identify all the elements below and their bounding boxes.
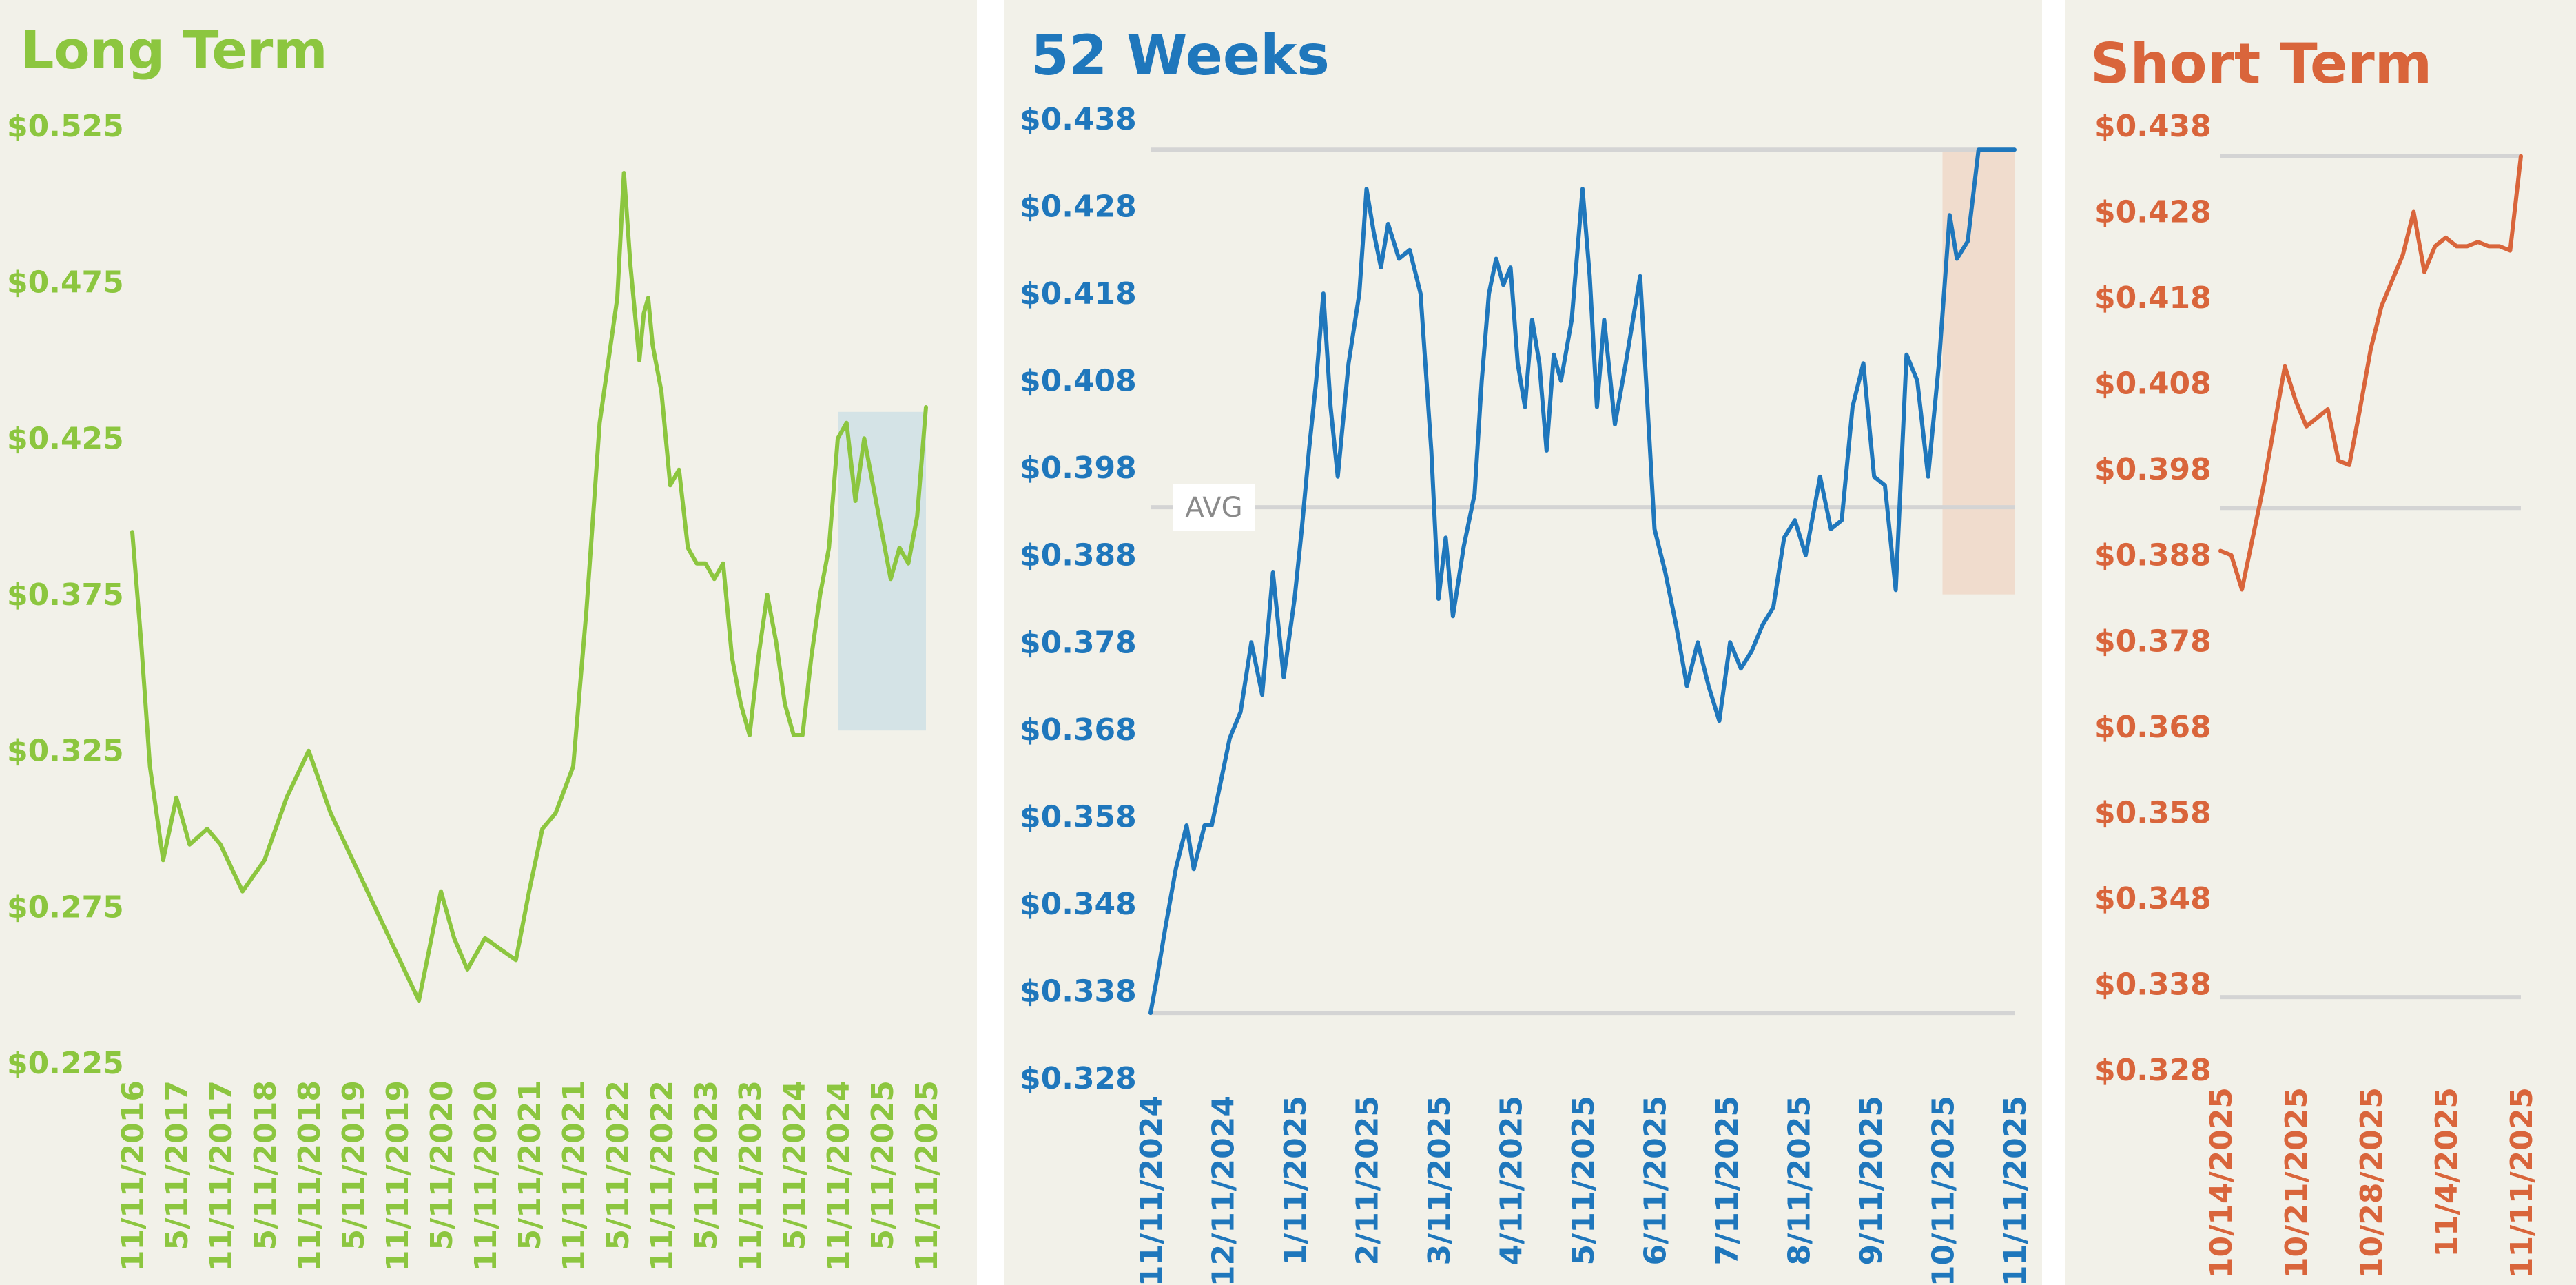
y-tick-label: $0.418 xyxy=(1020,276,1137,311)
y-tick-label: $0.428 xyxy=(2094,195,2212,230)
y-tick-label: $0.225 xyxy=(7,1046,124,1081)
highlight-region xyxy=(1942,150,2015,595)
x-tick-label: 12/11/2024 xyxy=(1206,1096,1241,1285)
y-tick-label: $0.398 xyxy=(2094,452,2212,487)
x-tick-label: 5/11/2022 xyxy=(601,1080,636,1250)
avg-label: AVG xyxy=(1185,492,1242,524)
x-tick-label: 11/11/2024 xyxy=(821,1080,856,1271)
long-term-title: Long Term xyxy=(21,19,328,81)
long-term-chart: $0.525 $0.475 $0.425 $0.375 $0.325 $0.275 $0.2… xyxy=(7,109,945,1271)
52-weeks-chart: AVG $0.438 $0.428 $0.418 $0.408 $0.398 $0.388 $… xyxy=(1020,102,2033,1285)
y-tick-label: $0.368 xyxy=(2094,710,2212,745)
x-tick-label: 11/4/2025 xyxy=(2429,1087,2464,1257)
y-tick-label: $0.408 xyxy=(2094,367,2212,402)
y-tick-label: $0.408 xyxy=(1020,364,1137,399)
x-tick-label: 10/21/2025 xyxy=(2279,1087,2314,1278)
y-tick-label: $0.338 xyxy=(2094,967,2212,1002)
x-tick-label: 10/28/2025 xyxy=(2354,1087,2389,1278)
short-term-panel: Short Term $0.438 $0.428 $0.418 $0.408 $0.39… xyxy=(2065,0,2576,1285)
x-tick-label: 5/11/2019 xyxy=(336,1080,371,1250)
x-tick-label: 11/11/2024 xyxy=(1134,1096,1169,1285)
x-tick-label: 8/11/2025 xyxy=(1782,1096,1817,1265)
y-tick-label: $0.388 xyxy=(2094,538,2212,573)
x-tick-label: 11/11/2025 xyxy=(1998,1096,2033,1285)
x-tick-label: 6/11/2025 xyxy=(1638,1096,1673,1265)
x-tick-label: 5/11/2018 xyxy=(248,1080,283,1250)
x-tick-label: 11/11/2019 xyxy=(380,1080,415,1271)
x-tick-label: 3/11/2025 xyxy=(1422,1096,1457,1265)
series-line xyxy=(1148,147,2017,1016)
52-weeks-title: 52 Weeks xyxy=(1031,23,1330,88)
x-tick-label: 10/11/2025 xyxy=(1926,1096,1961,1285)
long-term-panel: Long Term $0.525 $0.475 $0.425 $0.375 $0.325… xyxy=(0,0,977,1285)
y-tick-label: $0.418 xyxy=(2094,280,2212,316)
y-tick-label: $0.438 xyxy=(2094,109,2212,144)
y-tick-label: $0.338 xyxy=(1020,974,1137,1009)
y-tick-label: $0.368 xyxy=(1020,712,1137,748)
short-term-chart: $0.438 $0.428 $0.418 $0.408 $0.398 $0.388 $0.3… xyxy=(2094,109,2539,1278)
short-term-title: Short Term xyxy=(2090,32,2433,96)
52-weeks-panel: 52 Weeks AVG $0.438 $0.428 $0.418 $0.408 $0.3… xyxy=(1004,0,2042,1285)
x-tick-label: 11/11/2025 xyxy=(909,1080,945,1271)
y-tick-label: $0.328 xyxy=(2094,1053,2212,1088)
avg-label-bg xyxy=(1173,484,1255,531)
y-tick-label: $0.378 xyxy=(1020,625,1137,660)
y-tick-label: $0.388 xyxy=(1020,538,1137,573)
y-tick-label: $0.475 xyxy=(7,265,124,300)
x-tick-label: 11/11/2020 xyxy=(468,1080,504,1271)
x-tick-label: 5/11/2025 xyxy=(865,1080,900,1250)
x-tick-label: 11/11/2017 xyxy=(204,1080,239,1271)
y-tick-label: $0.378 xyxy=(2094,624,2212,659)
x-tick-label: 2/11/2025 xyxy=(1350,1096,1385,1265)
y-tick-label: $0.398 xyxy=(1020,451,1137,486)
x-tick-label: 11/11/2021 xyxy=(557,1080,592,1271)
x-tick-label: 9/11/2025 xyxy=(1854,1096,1889,1265)
y-tick-label: $0.428 xyxy=(1020,189,1137,225)
series-line xyxy=(2218,154,2523,592)
x-tick-label: 10/14/2025 xyxy=(2204,1087,2239,1278)
x-tick-label: 11/11/2022 xyxy=(645,1080,680,1271)
x-tick-label: 5/11/2021 xyxy=(513,1080,548,1250)
x-tick-label: 11/11/2016 xyxy=(116,1080,151,1271)
x-tick-label: 5/11/2020 xyxy=(424,1080,460,1250)
y-tick-label: $0.325 xyxy=(7,734,124,769)
y-tick-label: $0.275 xyxy=(7,890,124,925)
x-tick-label: 7/11/2025 xyxy=(1710,1096,1745,1265)
x-tick-label: 5/11/2025 xyxy=(1566,1096,1601,1265)
y-tick-label: $0.358 xyxy=(2094,795,2212,830)
x-tick-label: 5/11/2023 xyxy=(689,1080,724,1250)
x-tick-label: 4/11/2025 xyxy=(1494,1096,1529,1265)
x-tick-label: 1/11/2025 xyxy=(1278,1096,1313,1265)
y-tick-label: $0.348 xyxy=(1020,887,1137,922)
x-tick-label: 11/11/2025 xyxy=(2504,1087,2539,1278)
y-tick-label: $0.438 xyxy=(1020,102,1137,137)
y-tick-label: $0.328 xyxy=(1020,1061,1137,1096)
y-tick-label: $0.358 xyxy=(1020,799,1137,834)
x-tick-label: 11/11/2023 xyxy=(733,1080,768,1271)
y-tick-label: $0.348 xyxy=(2094,881,2212,916)
x-tick-label: 5/11/2017 xyxy=(160,1080,195,1250)
y-tick-label: $0.525 xyxy=(7,109,124,144)
series-line xyxy=(130,171,928,1003)
y-tick-label: $0.375 xyxy=(7,577,124,613)
x-tick-label: 11/11/2018 xyxy=(292,1080,327,1271)
y-tick-label: $0.425 xyxy=(7,421,124,456)
x-tick-label: 5/11/2024 xyxy=(777,1080,812,1250)
